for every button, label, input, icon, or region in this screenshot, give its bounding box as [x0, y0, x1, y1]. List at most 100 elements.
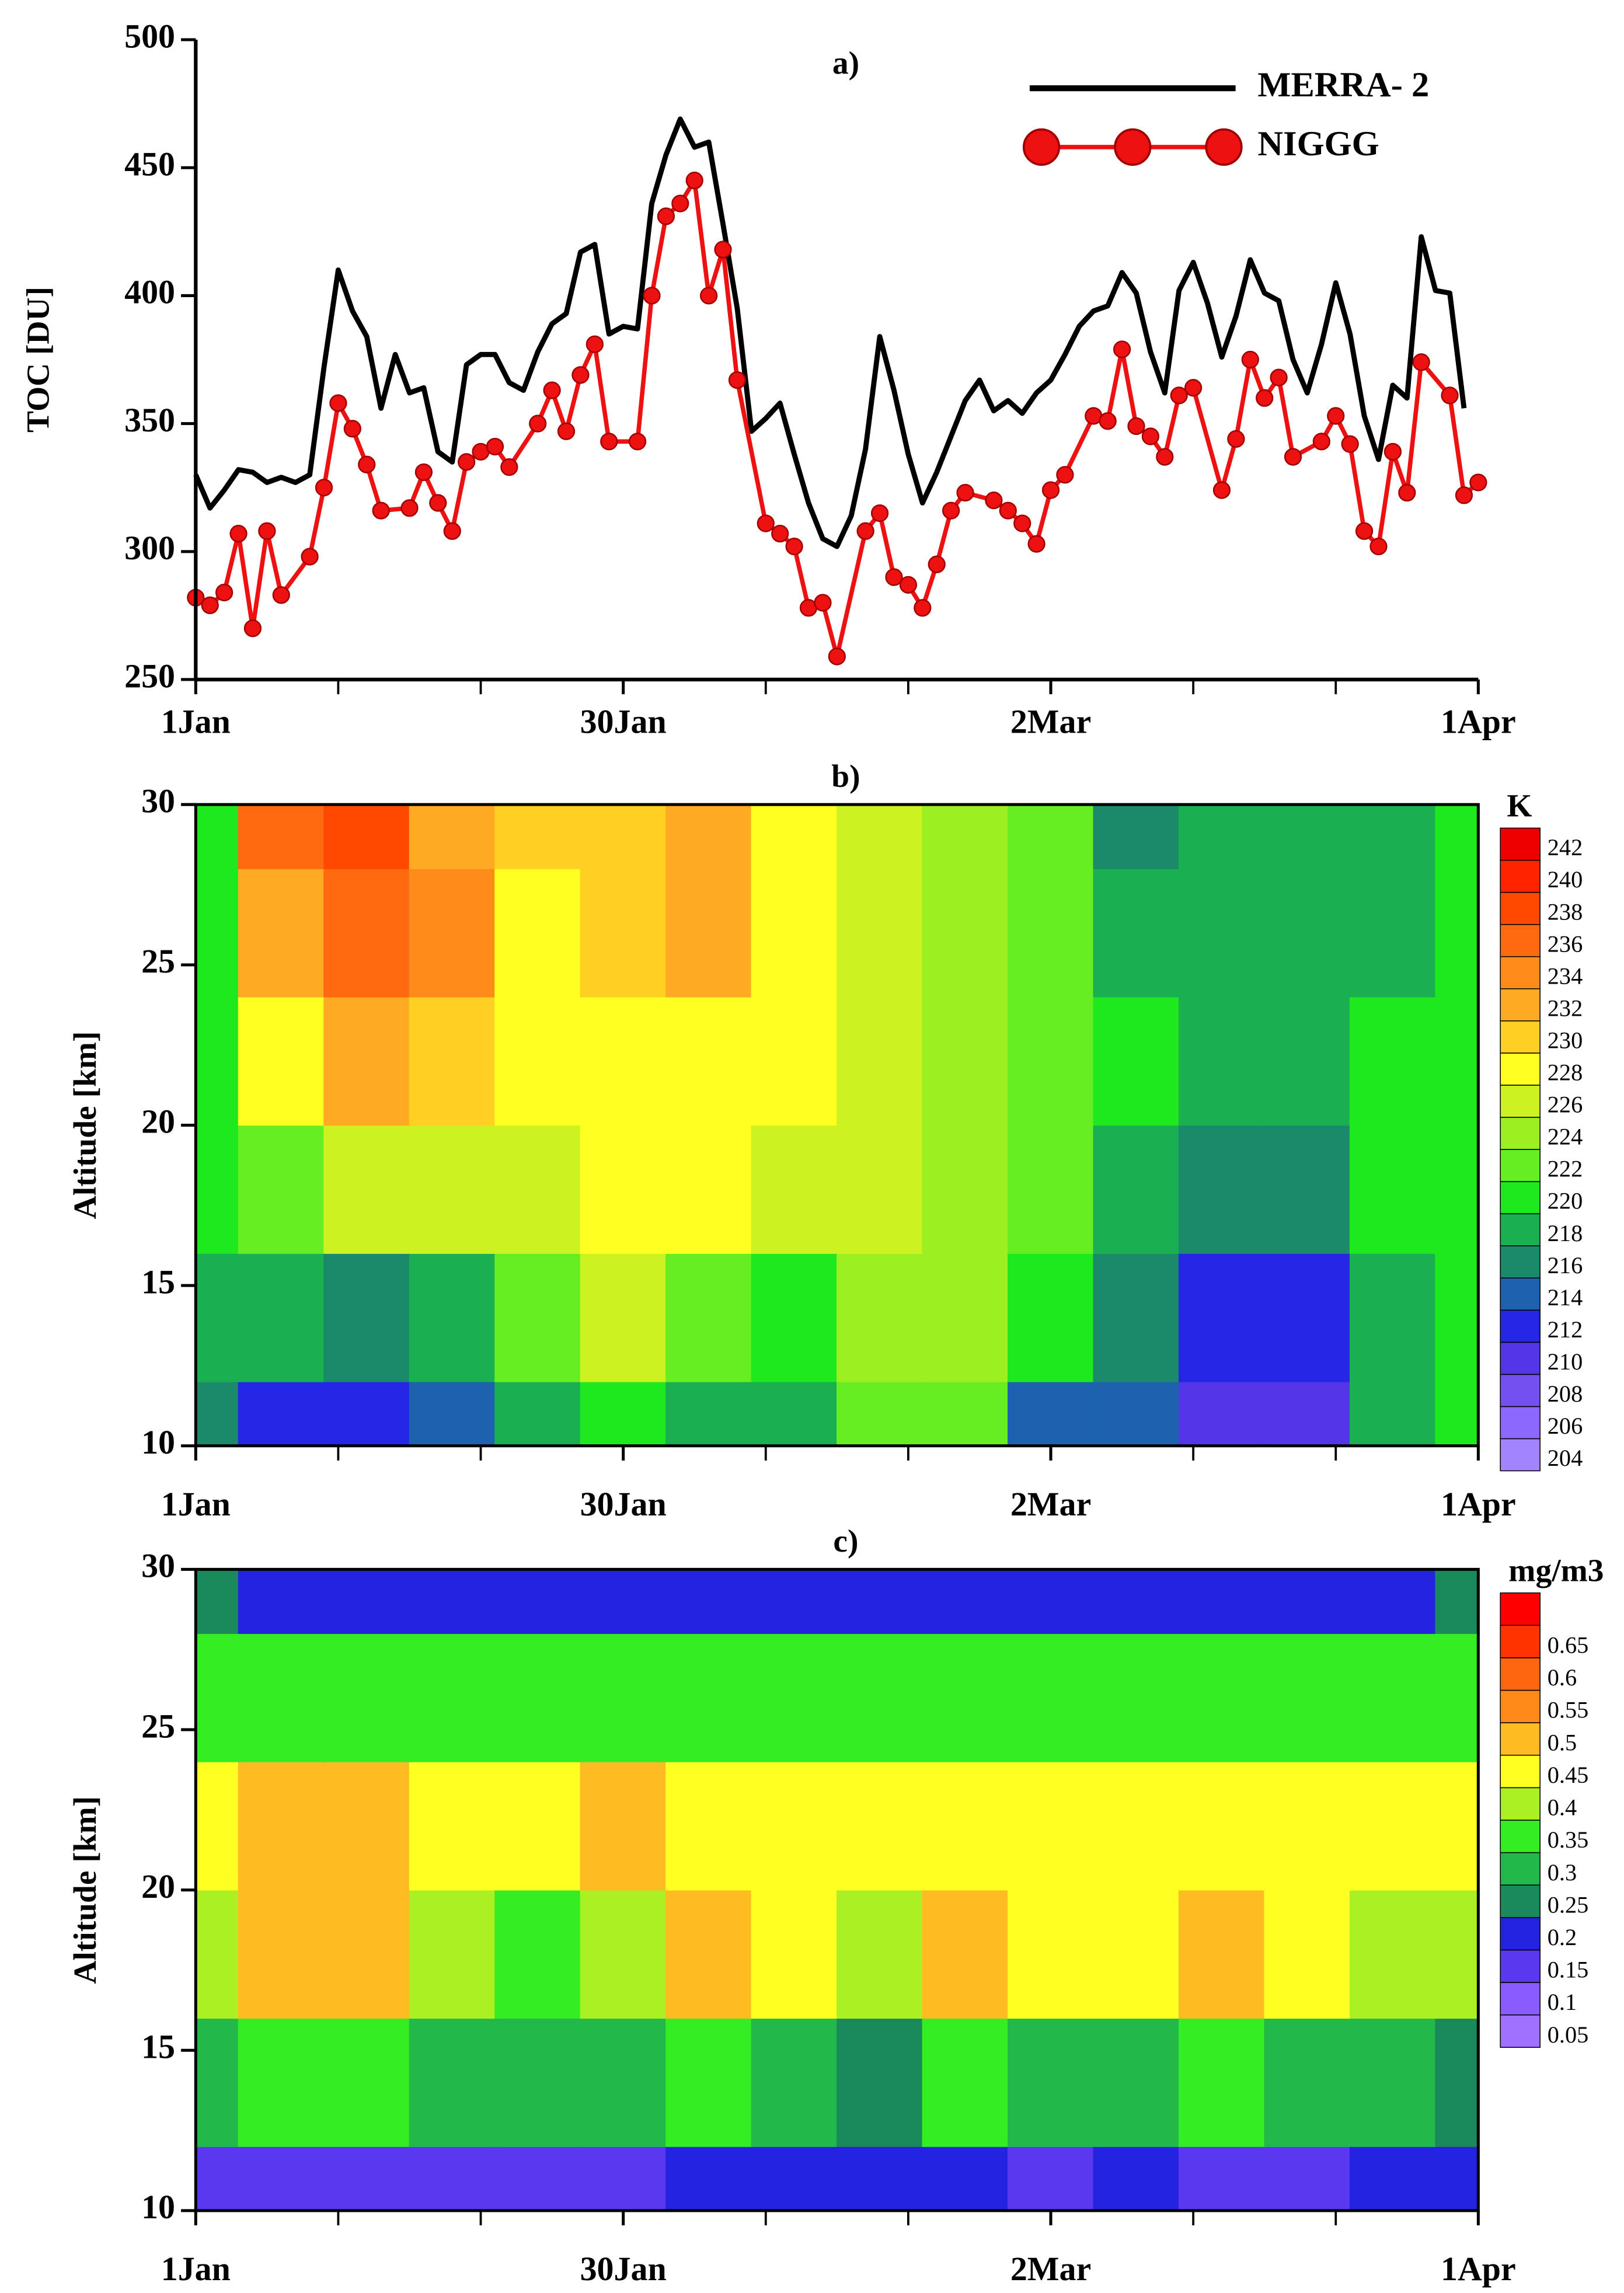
colorbar-label: 236 [1548, 931, 1583, 957]
contour-cell [922, 1253, 1009, 1382]
contour-cell [1349, 996, 1436, 1126]
contour-cell [922, 2017, 1009, 2147]
contour-cell [580, 868, 667, 998]
contour-cell [1008, 1381, 1095, 1447]
data-point [856, 522, 874, 540]
colorbar-box [1500, 1149, 1541, 1182]
colorbar-label: 212 [1548, 1316, 1583, 1343]
contour-cell [1264, 804, 1351, 869]
contour-cell [751, 804, 838, 869]
colorbar-box [1500, 1181, 1541, 1214]
y-axis-label: Altitude [km] [67, 1031, 103, 1219]
contour-cell [195, 1124, 239, 1254]
contour-cell [1435, 1124, 1479, 1254]
contour-cell [1264, 2146, 1351, 2211]
contour-cell [751, 1569, 838, 1634]
contour-cell [195, 996, 239, 1126]
data-point [643, 287, 661, 305]
colorbar-label: 216 [1548, 1252, 1583, 1278]
data-point [1383, 442, 1402, 461]
contour-cell [238, 1124, 325, 1254]
data-point [728, 371, 747, 389]
contour-cell [195, 1889, 239, 2019]
legend-marker [1114, 128, 1152, 166]
colorbar-label: 0.25 [1548, 1891, 1589, 1918]
contour-cell [238, 1253, 325, 1382]
data-point [301, 548, 319, 566]
colorbar-box [1500, 924, 1541, 957]
data-point [999, 501, 1017, 520]
colorbar-label: 210 [1548, 1348, 1583, 1375]
data-point [1099, 412, 1117, 430]
contour-cell [665, 2017, 752, 2147]
data-point [1170, 386, 1188, 405]
colorbar-box [1500, 1787, 1541, 1821]
data-point [500, 458, 518, 476]
contour-cell [195, 1253, 239, 1382]
y-tick-label: 15 [141, 1263, 175, 1301]
contour-cell [494, 2017, 581, 2147]
colorbar-label: 0.1 [1548, 1989, 1577, 2015]
data-point [1327, 407, 1345, 425]
contour-cell [1093, 1761, 1180, 1891]
contour-cell [323, 1381, 410, 1447]
colorbar-label: 0.4 [1548, 1794, 1577, 1821]
colorbar-label: 234 [1548, 963, 1583, 989]
contour-cell [1093, 804, 1180, 869]
colorbar-label: 0.3 [1548, 1859, 1577, 1886]
contour-cell [580, 996, 667, 1126]
x-tick-label: 2Mar [1010, 702, 1091, 740]
data-point [1212, 481, 1231, 499]
contour-cell [1264, 1381, 1351, 1447]
contour-cell [1349, 1569, 1436, 1634]
colorbar-label: 0.65 [1548, 1632, 1589, 1658]
data-point [956, 483, 974, 502]
contour-cell [1093, 2017, 1180, 2147]
data-point [1312, 433, 1330, 451]
data-point [1455, 486, 1473, 504]
contour-cell [238, 1381, 325, 1447]
contour-cell [922, 804, 1009, 869]
contour-cell [1008, 1124, 1095, 1254]
colorbar-box [1500, 2014, 1541, 2048]
data-point [1341, 435, 1359, 453]
contour-cell [922, 996, 1009, 1126]
contour-cell [580, 1381, 667, 1447]
contour-cell [665, 2146, 752, 2211]
colorbar-box [1500, 1438, 1541, 1472]
contour-cell [922, 1381, 1009, 1447]
contour-cell [751, 1761, 838, 1891]
y-tick-label: 400 [124, 273, 175, 311]
data-point [870, 504, 889, 522]
contour-cell [409, 2017, 496, 2147]
colorbar-label: 220 [1548, 1188, 1583, 1214]
y-tick-label: 250 [124, 657, 175, 695]
contour-cell [1435, 996, 1479, 1126]
data-point [571, 366, 590, 384]
contour-cell [1178, 1253, 1265, 1382]
contour-cell [409, 804, 496, 869]
contour-cell [323, 1761, 410, 1891]
colorbar-box [1500, 1689, 1541, 1723]
contour-cell [1178, 804, 1265, 869]
data-point [1256, 389, 1274, 407]
x-tick-label: 1Jan [161, 702, 231, 740]
data-point [885, 568, 903, 586]
data-point [899, 576, 918, 594]
contour-cell [580, 1633, 667, 1762]
contour-cell [580, 1761, 667, 1891]
y-tick-label: 30 [141, 1547, 175, 1585]
contour-cell [1178, 2017, 1265, 2147]
contour-cell [409, 1381, 496, 1447]
contour-cell [195, 868, 239, 998]
x-tick-label: 2Mar [1010, 1485, 1091, 1523]
y-tick-label: 500 [124, 17, 175, 55]
panel: 204 206 208 210 212 214 216 218 220 222 224 226 228 2… [67, 758, 1583, 1523]
contour-cell [494, 868, 581, 998]
y-tick-label: 20 [141, 1103, 175, 1141]
contour-cell [837, 804, 923, 869]
x-tick-label: 2Mar [1010, 2250, 1091, 2288]
contour-cell [665, 1124, 752, 1254]
x-tick-label: 30Jan [580, 2250, 667, 2288]
contour-cell [751, 1124, 838, 1254]
